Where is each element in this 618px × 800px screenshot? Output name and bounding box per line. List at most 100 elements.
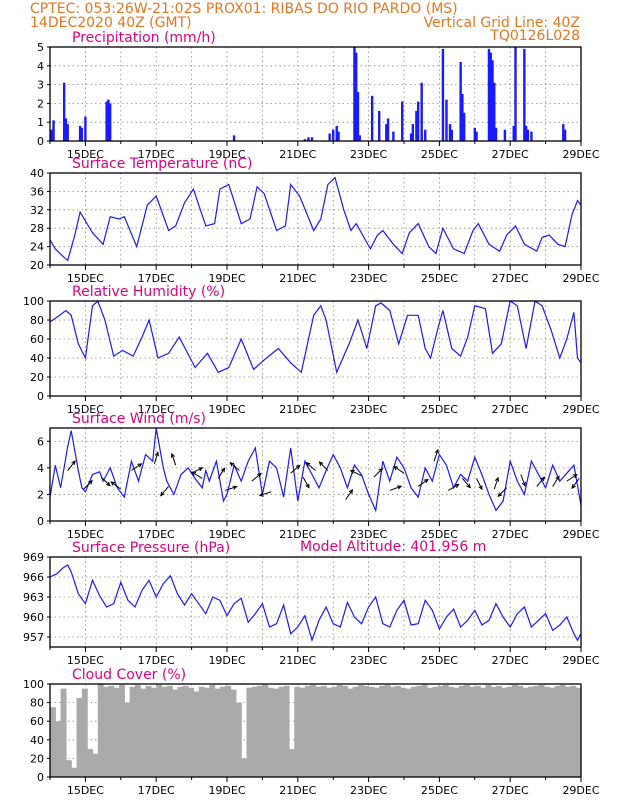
x-tick-label: 29DEC (562, 784, 599, 797)
x-tick-label: 17DEC (138, 528, 175, 541)
y-tick-label: 60 (30, 715, 44, 728)
precip-bar (337, 131, 340, 141)
panels: Precipitation (mm/h) 0 1 2 3 4 5 15DEC 17DEC 19DE… (23, 30, 600, 797)
x-tick-label: 19DEC (208, 784, 245, 797)
panel-cloud: Cloud Cover (%) 0 20 40 60 80 100 15DEC 17DEC 19D… (23, 667, 600, 797)
series-line-pres (49, 564, 582, 643)
precip-bar (514, 47, 517, 141)
precip-bar (50, 129, 53, 141)
cloud-bar (55, 721, 62, 777)
x-tick-label: 27DEC (492, 654, 529, 667)
cloud-bar (331, 686, 338, 777)
precip-bar (107, 99, 110, 141)
precip-bar (420, 82, 423, 141)
cloud-bar (294, 686, 301, 777)
y-tick-label: 20 (30, 752, 44, 765)
y-tick-label: 32 (30, 204, 44, 217)
x-tick-label: 17DEC (138, 784, 175, 797)
cloud-bar (373, 687, 380, 777)
precip-bar (489, 52, 492, 141)
precip-bar (392, 131, 395, 141)
x-tick-label: 27DEC (492, 272, 529, 285)
cloud-bar (60, 688, 67, 777)
cloud-bar (103, 686, 110, 777)
y-tick-label: 60 (30, 333, 44, 346)
x-tick-label: 27DEC (492, 784, 529, 797)
y-tick-label: 0 (37, 135, 44, 148)
y-tick-label: 28 (30, 222, 44, 235)
y-tick-label: 969 (23, 551, 44, 564)
y-tick-label: 1 (37, 116, 44, 129)
cloud-bar (554, 685, 561, 777)
y-tick-label: 40 (30, 167, 44, 180)
x-tick-label: 25DEC (421, 528, 458, 541)
cloud-bar (71, 767, 78, 777)
cloud-bar (299, 687, 306, 777)
cloud-bar (241, 758, 248, 777)
cloud-bar (193, 691, 200, 777)
cloud-bar (517, 685, 524, 777)
cloud-bar (352, 686, 359, 777)
precip-bar (491, 60, 494, 141)
panel-title-rh: Relative Humidity (%) (72, 284, 225, 300)
panel-wind: Surface Wind (m/s) 0 2 4 6 15DEC 17DEC 19DEC 21D… (37, 411, 600, 541)
precip-bar (232, 135, 236, 141)
cloud-bar (177, 686, 184, 777)
precip-bar (358, 135, 361, 141)
wind-arrow (160, 486, 169, 497)
cloud-bar (267, 687, 274, 777)
x-tick-label: 15DEC (67, 784, 104, 797)
cloud-bar (511, 684, 518, 777)
precip-bar (473, 127, 476, 141)
cloud-bar (490, 686, 497, 777)
y-tick-label: 960 (23, 611, 44, 624)
y-tick-label: 6 (37, 435, 44, 448)
x-tick-label: 17DEC (138, 272, 175, 285)
x-tick-label: 29DEC (562, 654, 599, 667)
y-tick-label: 80 (30, 697, 44, 710)
cloud-bar (315, 686, 322, 777)
x-tick-label: 17DEC (138, 654, 175, 667)
x-tick-label: 25DEC (421, 784, 458, 797)
x-tick-label: 29DEC (562, 272, 599, 285)
cloud-bar (140, 688, 147, 777)
cloud-bar (533, 685, 540, 777)
cloud-bar (113, 687, 120, 777)
panel-temp: Surface Temperature (nC) 20 24 28 32 36 40 15DE… (30, 156, 600, 285)
panel-title-cloud: Cloud Cover (%) (72, 667, 186, 683)
precip-bar (424, 129, 427, 141)
x-tick-label: 15DEC (67, 272, 104, 285)
cloud-bar (251, 686, 258, 777)
y-tick-label: 0 (37, 390, 44, 403)
cloud-bar (230, 689, 237, 777)
y-tick-label: 966 (23, 571, 44, 584)
panel-frame-cloud (49, 683, 582, 778)
wind-arrow (571, 478, 580, 490)
panel-frame-rh (49, 300, 582, 397)
precip-bar (493, 82, 496, 141)
cloud-bar (134, 684, 141, 777)
x-tick-label: 15DEC (67, 654, 104, 667)
cloud-bar (156, 684, 163, 777)
cloud-bar (304, 685, 311, 777)
precip-bar (108, 103, 112, 141)
x-tick-label: 21DEC (279, 148, 316, 161)
series-line-wind (49, 427, 582, 513)
wind-arrow (225, 485, 238, 491)
x-tick-label: 21DEC (279, 784, 316, 797)
cloud-bar (389, 686, 396, 777)
cloud-bar (342, 685, 348, 777)
x-tick-label: 21DEC (279, 403, 316, 416)
precip-bar (450, 129, 453, 141)
y-tick-label: 20 (30, 371, 44, 384)
y-tick-label: 4 (37, 60, 44, 73)
cloud-bar (368, 686, 375, 777)
x-tick-label: 25DEC (421, 654, 458, 667)
x-tick-label: 25DEC (421, 403, 458, 416)
precip-bar (353, 47, 356, 141)
cloud-bar (203, 687, 210, 777)
cloud-bar (129, 686, 136, 777)
wind-arrow (258, 491, 272, 497)
precip-bar (562, 124, 565, 141)
cloud-bar (565, 686, 571, 777)
